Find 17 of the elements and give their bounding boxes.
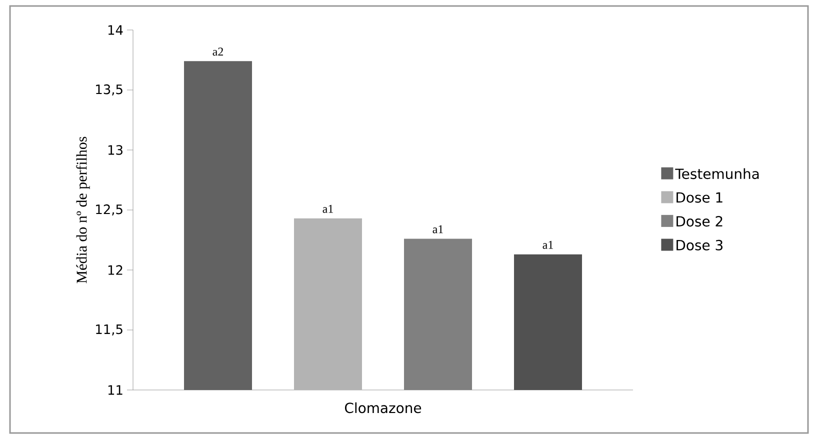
data-label: a1 — [432, 225, 443, 234]
y-tick-label: 13,5 — [96, 84, 122, 96]
data-label: a1 — [542, 240, 553, 249]
legend-label: Testemunha — [675, 168, 759, 180]
y-tick-label: 14 — [108, 25, 123, 35]
x-axis-title: Clomazone — [345, 402, 422, 414]
y-tick-label: 12,5 — [96, 204, 122, 216]
y-axis-title: Média do nº de perfilhos — [76, 136, 90, 284]
y-tick-label: 12 — [108, 265, 122, 275]
data-label: a2 — [212, 48, 223, 56]
y-tick-label: 13 — [108, 145, 122, 155]
y-tick-label: 11 — [108, 385, 122, 395]
y-tick-label: 11,5 — [96, 324, 122, 336]
legend-label: Dose 1 — [676, 192, 722, 203]
data-label: a1 — [322, 204, 333, 213]
legend-label: Dose 2 — [676, 216, 722, 227]
legend-label: Dose 3 — [676, 240, 722, 250]
